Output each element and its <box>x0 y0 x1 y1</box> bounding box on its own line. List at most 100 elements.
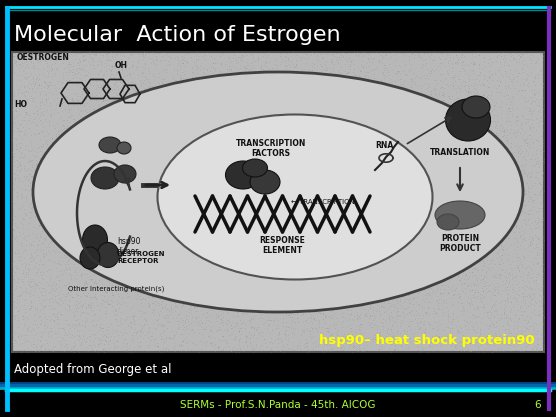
Point <box>216 316 225 323</box>
Point <box>17 349 26 355</box>
Point <box>306 67 315 73</box>
Point <box>485 288 494 294</box>
Point <box>13 53 22 59</box>
Point <box>284 263 292 270</box>
Point <box>444 289 453 295</box>
Point <box>451 323 460 329</box>
Point <box>146 202 155 208</box>
Point <box>200 188 209 194</box>
Point <box>207 250 216 256</box>
Point <box>418 268 427 275</box>
Point <box>406 309 415 315</box>
Point <box>175 291 184 298</box>
Point <box>89 308 98 314</box>
Point <box>417 303 426 309</box>
Point <box>486 305 495 312</box>
Point <box>88 106 97 112</box>
Point <box>517 188 526 194</box>
Point <box>460 143 469 150</box>
Point <box>524 123 533 130</box>
Point <box>277 296 286 303</box>
Point <box>62 244 71 251</box>
Point <box>174 293 183 299</box>
Point <box>101 193 110 200</box>
Point <box>328 71 337 78</box>
Point <box>291 124 300 131</box>
Point <box>264 51 272 58</box>
Point <box>240 143 249 149</box>
Point <box>310 347 319 353</box>
Point <box>396 172 405 179</box>
Point <box>382 113 391 120</box>
Point <box>158 321 167 328</box>
Point <box>328 184 337 191</box>
Point <box>230 324 239 331</box>
Point <box>491 121 500 128</box>
Point <box>106 212 115 219</box>
Point <box>351 123 360 129</box>
Point <box>383 251 391 258</box>
Point <box>11 236 19 242</box>
Point <box>355 171 364 178</box>
Point <box>512 113 520 120</box>
Point <box>314 175 322 181</box>
Point <box>521 146 530 153</box>
Point <box>237 283 246 290</box>
Point <box>490 141 499 148</box>
Point <box>239 343 247 349</box>
Point <box>196 179 205 186</box>
Point <box>19 186 28 193</box>
Point <box>101 337 110 344</box>
Point <box>284 135 292 142</box>
Point <box>483 257 492 264</box>
Point <box>372 141 381 148</box>
Point <box>188 268 197 274</box>
Point <box>115 111 123 117</box>
Point <box>282 101 291 108</box>
Point <box>453 224 462 230</box>
Point <box>499 347 508 353</box>
Point <box>155 330 164 337</box>
Point <box>447 206 456 213</box>
Point <box>73 196 82 203</box>
Point <box>15 250 24 256</box>
Point <box>215 75 224 82</box>
Point <box>98 105 107 111</box>
Point <box>22 108 31 115</box>
Point <box>530 60 539 67</box>
Point <box>161 281 170 288</box>
Point <box>484 160 493 167</box>
Point <box>404 194 413 201</box>
Point <box>176 242 185 249</box>
Point <box>93 136 102 143</box>
Point <box>28 63 37 70</box>
Point <box>415 252 424 259</box>
Point <box>318 275 327 281</box>
Point <box>32 305 41 312</box>
Point <box>443 251 452 258</box>
Point <box>172 304 181 310</box>
Point <box>141 249 150 256</box>
Point <box>134 308 143 314</box>
Point <box>147 246 156 253</box>
Point <box>177 181 186 187</box>
Point <box>107 71 116 78</box>
Point <box>359 63 368 70</box>
Point <box>510 333 519 340</box>
Point <box>498 169 507 176</box>
Point <box>357 281 366 287</box>
Point <box>116 183 125 190</box>
Point <box>158 322 167 329</box>
Point <box>375 277 384 284</box>
Point <box>106 146 115 152</box>
Point <box>220 254 229 261</box>
Point <box>525 239 534 246</box>
Point <box>252 343 261 350</box>
Point <box>450 138 459 145</box>
Point <box>353 298 361 304</box>
Point <box>249 68 257 75</box>
Point <box>334 94 343 101</box>
Point <box>35 91 44 98</box>
Point <box>346 232 355 239</box>
Point <box>346 237 355 244</box>
